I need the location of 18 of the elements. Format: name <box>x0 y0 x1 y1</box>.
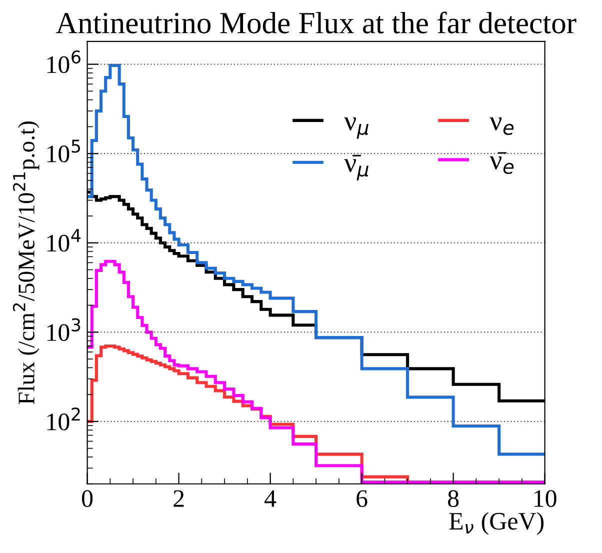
x-tick-label: 8 <box>448 490 459 508</box>
y-tick-label: 10$^{4}$ <box>47 229 81 252</box>
legend-label: ν$_{μ}$ <box>344 117 368 139</box>
x-axis-title: E$_{ν}$ (GeV) <box>449 512 544 535</box>
x-tick-label: 10 <box>534 490 556 508</box>
y-tick-label: 10$^{5}$ <box>47 140 80 162</box>
chart-title: Antineutrino Mode Flux at the far detector <box>56 12 576 34</box>
y-axis-title: Flux (/cm$^{2}$/50MeV/10$^{21}$p.o.t) <box>12 122 40 404</box>
legend-label: ν$_{e}$ <box>490 117 514 135</box>
y-tick-label: 10$^{3}$ <box>47 318 80 342</box>
legend-label: ν̄$_{μ}$ <box>344 154 368 180</box>
x-tick-label: 0 <box>82 490 93 508</box>
x-tick-label: 2 <box>174 490 184 507</box>
y-tick-label: 10$^{2}$ <box>47 408 80 430</box>
x-tick-label: 4 <box>264 490 276 507</box>
y-tick-label: 10$^{6}$ <box>47 50 80 74</box>
legend-label: ν̄$_{e}$ <box>490 152 514 174</box>
x-tick-label: 6 <box>356 490 368 508</box>
